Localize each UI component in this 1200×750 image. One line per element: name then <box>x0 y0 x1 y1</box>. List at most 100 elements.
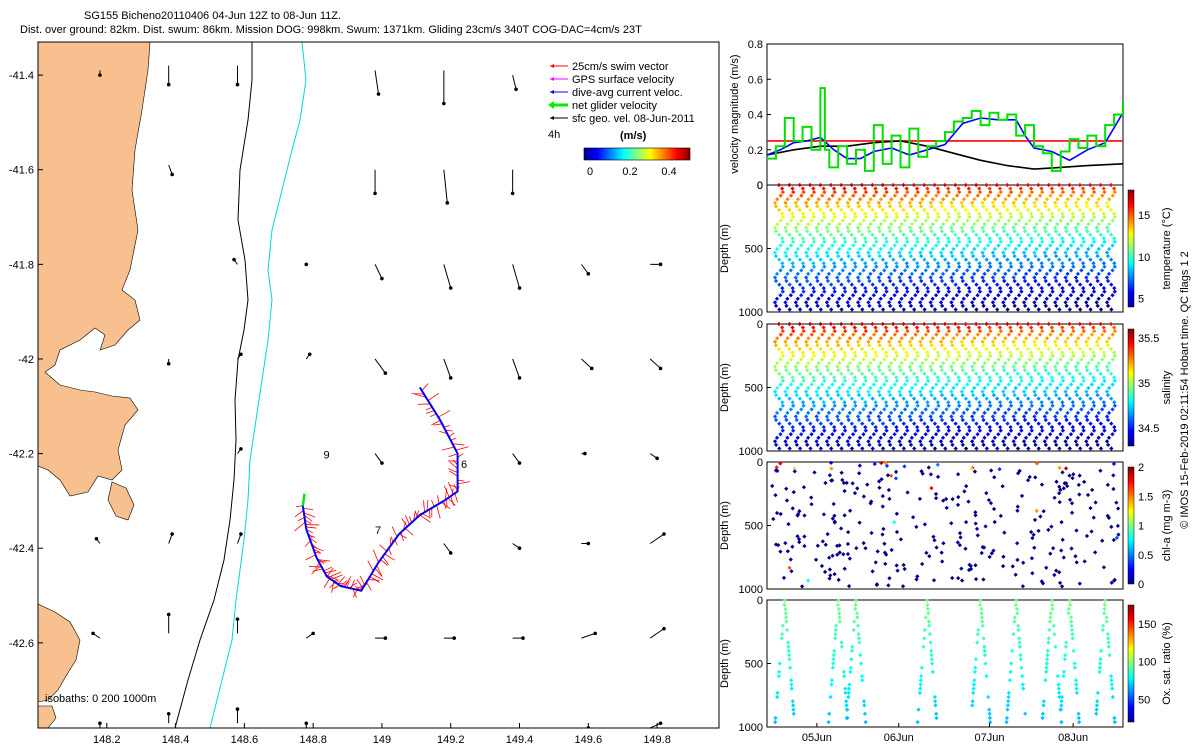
section-dot <box>1055 271 1060 277</box>
section-dot <box>808 257 813 262</box>
section-dot <box>1078 421 1083 426</box>
velocity-ytick-label: 0 <box>757 180 763 192</box>
colorbar-tick-label: 0.5 <box>1138 550 1153 562</box>
section-dot <box>797 396 803 401</box>
section-dot <box>913 407 918 412</box>
section-dot <box>1059 694 1065 700</box>
section-dot <box>774 385 780 391</box>
section-dot <box>897 389 902 394</box>
section-dot <box>891 307 896 312</box>
section-dot <box>1032 545 1037 550</box>
map-ytick-label: -42.4 <box>9 543 34 555</box>
section-dot <box>1053 300 1058 305</box>
section-dot <box>855 439 861 444</box>
section-dot <box>1033 204 1038 209</box>
section-dot <box>1021 200 1027 205</box>
section-dot <box>1094 389 1099 394</box>
section-dot <box>892 432 897 437</box>
section-dot <box>1089 407 1094 412</box>
section-dot <box>773 368 779 373</box>
section-dot <box>959 566 964 571</box>
section-dot <box>1067 307 1072 312</box>
section-dot <box>1071 189 1076 195</box>
section-dot <box>842 488 847 494</box>
section-dot <box>1058 332 1063 337</box>
section-dot <box>811 378 817 384</box>
section-dot <box>935 425 941 430</box>
section-dot <box>793 364 798 369</box>
section-dot <box>882 407 887 412</box>
section-dot <box>1112 403 1117 408</box>
section-dot <box>773 229 779 234</box>
section-dot <box>951 360 956 366</box>
section-dot <box>862 711 868 716</box>
section-dot <box>888 417 893 423</box>
section-dot <box>909 296 914 301</box>
section-dot <box>1057 282 1062 287</box>
section-dot <box>776 346 782 352</box>
section-dot <box>1053 253 1059 259</box>
section-dot <box>1049 286 1055 291</box>
section-dot <box>1106 640 1111 645</box>
section-dot <box>1021 339 1027 344</box>
section-dot <box>1050 189 1055 195</box>
section-dot <box>1067 232 1072 237</box>
section-dot <box>784 498 790 503</box>
section-dot <box>787 565 792 570</box>
section-dot <box>861 268 866 273</box>
section-dot <box>1077 232 1083 237</box>
section-dot <box>861 332 866 337</box>
section-dot <box>863 239 868 245</box>
section-dot <box>1058 193 1063 198</box>
section-dot <box>967 428 972 433</box>
section-dot <box>1033 343 1038 348</box>
map-xtick-label: 149.2 <box>437 734 465 746</box>
section-dot <box>979 615 985 620</box>
section-dot <box>784 278 789 284</box>
section-dot <box>780 236 785 241</box>
section-dot <box>964 484 969 489</box>
section-dot <box>822 289 827 294</box>
section-dot <box>889 271 894 277</box>
section-dot <box>917 496 922 502</box>
section-dot <box>1008 261 1013 266</box>
section-dot <box>1104 439 1110 444</box>
section-dot <box>934 545 939 550</box>
section-dot <box>811 289 817 294</box>
map-xtick-label: 148.4 <box>162 734 190 746</box>
section-dot <box>785 410 790 416</box>
section-dot <box>988 403 993 408</box>
section-dot <box>935 400 941 405</box>
swim-vector <box>449 484 458 489</box>
section-frame <box>766 184 1124 313</box>
section-dot <box>800 350 806 355</box>
section-dot <box>891 421 896 426</box>
section-dot <box>773 442 779 448</box>
section-dot <box>895 568 900 573</box>
section-dot <box>1059 720 1064 725</box>
section-dot <box>957 542 962 548</box>
section-dot <box>929 343 934 348</box>
section-dot <box>1081 239 1086 245</box>
section-dot <box>784 253 789 259</box>
section-dot <box>902 268 908 273</box>
section-dot <box>1106 296 1112 301</box>
section-dot <box>830 193 835 198</box>
section-dot <box>860 396 865 401</box>
section-dot <box>1048 615 1053 620</box>
section-ytick-label: 500 <box>745 383 763 395</box>
section-dot <box>930 661 935 666</box>
section-dot <box>957 264 962 269</box>
section-dot <box>1064 640 1069 645</box>
track-annotation: 6 <box>461 459 467 471</box>
section-dot <box>949 200 954 205</box>
section-dot <box>1085 368 1090 373</box>
section-dot <box>998 264 1003 269</box>
section-dot <box>1053 204 1059 209</box>
section-dot <box>801 189 806 195</box>
section-dot <box>794 417 799 423</box>
sfc-vector-head <box>583 451 587 456</box>
section-dot <box>930 197 935 202</box>
section-dot <box>987 261 992 266</box>
